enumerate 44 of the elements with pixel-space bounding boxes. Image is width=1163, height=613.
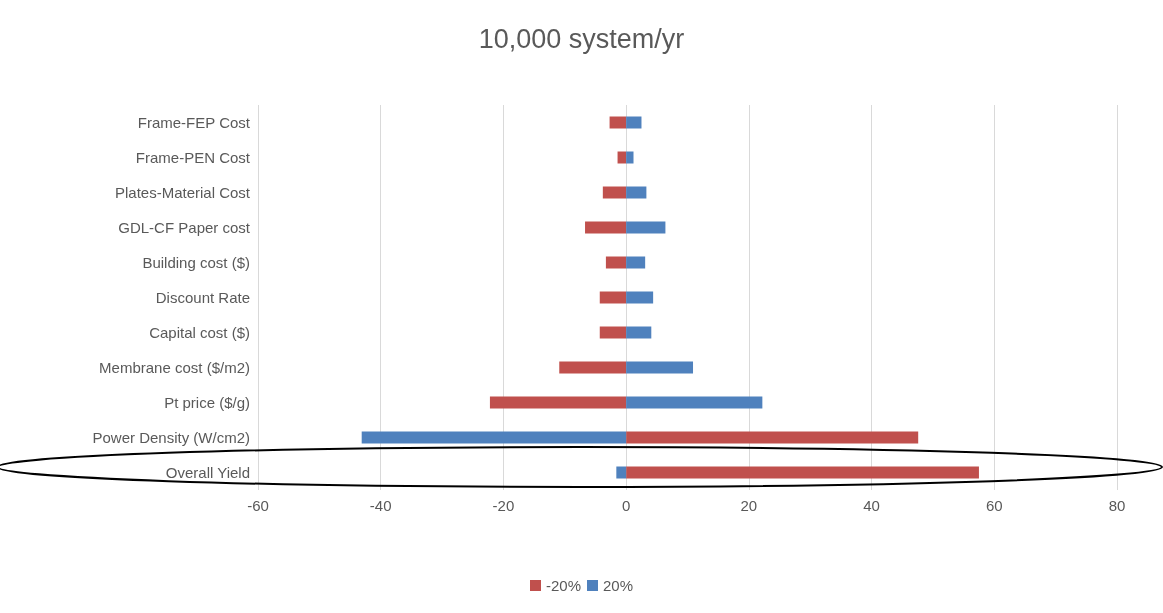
x-tick-label: 40	[863, 497, 880, 514]
bar	[585, 221, 627, 234]
x-tick-label: -60	[247, 497, 269, 514]
bar	[626, 256, 646, 269]
legend-label: -20%	[545, 577, 582, 594]
y-tick-label: Building cost ($)	[142, 254, 250, 271]
bar	[605, 256, 627, 269]
y-tick-label: Overall Yield	[165, 464, 250, 481]
bar	[626, 396, 763, 409]
x-tick-label: 20	[740, 497, 758, 514]
y-tick-label: Plates-Material Cost	[114, 184, 251, 201]
bar	[626, 326, 652, 339]
bar	[609, 116, 627, 129]
y-tick-label: Membrane cost ($/m2)	[99, 359, 250, 376]
y-tick-label: GDL-CF Paper cost	[118, 219, 251, 236]
y-tick-label: Frame-PEN Cost	[135, 149, 251, 166]
y-tick-label: Capital cost ($)	[149, 324, 250, 341]
bar	[626, 431, 919, 444]
x-tick-label: -40	[369, 497, 392, 514]
bar	[616, 466, 627, 479]
y-tick-label: Discount Rate	[155, 289, 250, 306]
bar	[626, 151, 634, 164]
bar	[559, 361, 627, 374]
bar	[602, 186, 627, 199]
bar	[599, 291, 627, 304]
x-tick-label: -20	[492, 497, 515, 514]
x-tick-label: 60	[985, 497, 1003, 514]
bar	[489, 396, 627, 409]
bar	[626, 221, 666, 234]
x-tick-label: 80	[1108, 497, 1126, 514]
x-tick-label: 0	[621, 497, 631, 514]
bar	[626, 291, 654, 304]
y-tick-label: Power Density (W/cm2)	[92, 429, 250, 446]
chart-title: 10,000 system/yr	[478, 23, 685, 54]
bar	[626, 186, 647, 199]
y-tick-label: Frame-FEP Cost	[137, 114, 251, 131]
bar	[361, 431, 627, 444]
legend-label: 20%	[603, 577, 634, 594]
bar	[617, 151, 627, 164]
bar	[626, 466, 979, 479]
y-tick-label: Pt price ($/g)	[164, 394, 250, 411]
bar	[626, 361, 694, 374]
bar	[599, 326, 627, 339]
bar	[626, 116, 642, 129]
